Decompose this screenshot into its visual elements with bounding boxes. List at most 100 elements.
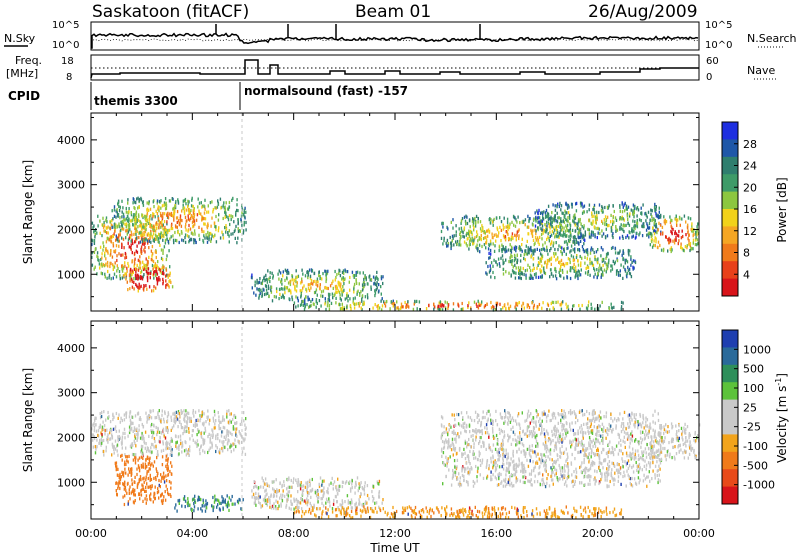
power-echo-cell (602, 273, 604, 277)
velocity-echo-cell (374, 506, 377, 510)
velocity-echo-cell (251, 489, 253, 493)
power-echo-cell (503, 247, 505, 251)
power-echo-cell (455, 240, 457, 244)
power-echo-cell (562, 234, 564, 238)
velocity-echo-cell (148, 457, 150, 462)
power-echo-cell (517, 266, 520, 270)
power-echo-cell (107, 269, 109, 274)
power-echo-cell (354, 302, 356, 306)
power-echo-cell (533, 266, 535, 271)
power-echo-cell (491, 232, 493, 236)
noise-right-tick-bottom: 10^0 (705, 40, 732, 51)
colorbar-tick-label: 12 (743, 225, 757, 238)
velocity-echo-cell (144, 430, 147, 434)
power-echo-cell (140, 245, 143, 249)
power-echo-cell (546, 265, 548, 269)
power-echo-cell (127, 201, 129, 205)
velocity-echo-cell (253, 501, 256, 505)
power-echo-cell (561, 262, 563, 266)
power-echo-cell (380, 285, 382, 289)
power-echo-cell (485, 261, 487, 265)
velocity-echo-cell (462, 513, 465, 517)
power-echo-cell (158, 232, 160, 236)
power-echo-cell (234, 236, 236, 240)
power-echo-cell (681, 217, 683, 221)
power-echo-cell (596, 261, 599, 265)
velocity-echo-cell (129, 444, 132, 448)
power-echo-cell (583, 226, 585, 230)
power-echo-cell (627, 217, 629, 221)
velocity-echo-cell (139, 497, 141, 501)
velocity-echo-cell (113, 447, 115, 451)
power-echo-cell (122, 212, 125, 216)
power-echo-cell (110, 223, 113, 227)
power-echo-cell (311, 298, 314, 302)
power-echo-cell (141, 277, 144, 281)
power-echo-cell (128, 210, 130, 214)
power-echo-cell (478, 237, 481, 241)
power-echo-cell (560, 303, 562, 307)
power-echo-cell (472, 217, 474, 221)
power-echo-cell (355, 273, 358, 277)
power-echo-cell (541, 221, 543, 225)
power-echo-cell (505, 258, 507, 262)
power-echo-cell (150, 225, 152, 229)
velocity-echo-cell (202, 437, 204, 441)
velocity-echo-cell (382, 507, 384, 511)
power-echo-cell (184, 240, 187, 244)
power-echo-cell (528, 219, 530, 224)
velocity-echo-cell (482, 515, 484, 519)
power-echo-cell (535, 215, 537, 219)
power-echo-cell (635, 207, 638, 211)
velocity-echo-cell (321, 483, 323, 487)
power-echo-cell (577, 220, 580, 224)
power-echo-cell (452, 302, 455, 306)
velocity-echo-cell (191, 498, 194, 502)
power-echo-cell (587, 253, 589, 257)
power-echo-cell (514, 305, 516, 309)
power-echo-cell (134, 222, 136, 226)
power-echo-cell (553, 231, 555, 235)
velocity-echo-cell (94, 451, 97, 455)
velocity-echo-cell (331, 476, 333, 480)
power-echo-cell (338, 268, 340, 272)
power-echo-cell (227, 207, 230, 211)
power-echo-cell (601, 257, 604, 262)
power-echo-cell (692, 234, 694, 238)
velocity-echo-cell (147, 447, 149, 451)
power-echo-cell (519, 248, 521, 252)
power-echo-cell (125, 210, 128, 214)
power-echo-cell (538, 302, 541, 307)
power-echo-cell (131, 251, 133, 255)
velocity-echo-cell (92, 438, 94, 442)
power-echo-cell (319, 287, 321, 291)
power-echo-cell (658, 210, 660, 214)
power-echo-cell (346, 296, 348, 300)
velocity-echo-cell (225, 434, 227, 438)
power-echo-cell (569, 260, 571, 265)
velocity-echo-cell (321, 489, 323, 493)
velocity-echo-cell (185, 429, 188, 433)
power-echo-cell (128, 245, 130, 249)
power-echo-cell (128, 224, 131, 228)
velocity-echo-cell (174, 416, 176, 420)
velocity-echo-cell (96, 445, 98, 449)
power-echo-cell (367, 296, 369, 300)
power-echo-cell (157, 239, 159, 244)
power-echo-cell (307, 298, 309, 302)
velocity-echo-cell (308, 507, 311, 511)
power-echo-cell (143, 238, 145, 243)
power-echo-cell (398, 308, 400, 312)
power-echo-cell (149, 272, 152, 276)
power-echo-cell (468, 301, 470, 305)
power-echo-cell (117, 266, 119, 271)
power-echo-cell (592, 233, 594, 237)
power-echo-cell (560, 264, 562, 268)
power-echo-cell (543, 210, 545, 214)
velocity-echo-cell (313, 505, 315, 509)
velocity-echo-cell (175, 419, 177, 423)
power-echo-cell (485, 241, 487, 245)
power-echo-cell (505, 245, 507, 250)
power-echo-cell (143, 284, 145, 288)
